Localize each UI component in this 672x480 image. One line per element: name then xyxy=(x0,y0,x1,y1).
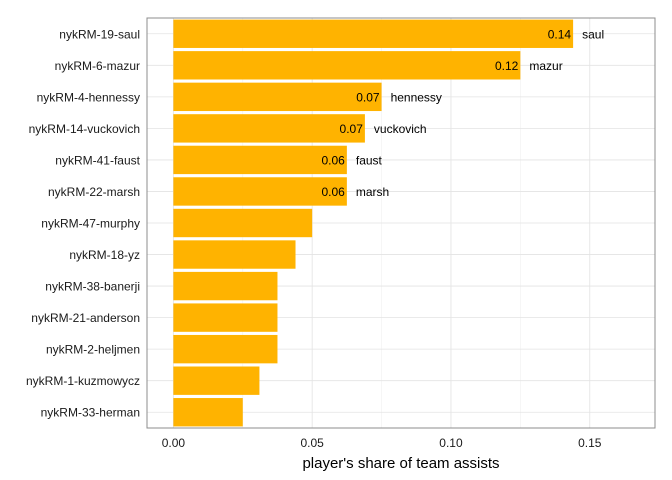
y-tick-label: nykRM-41-faust xyxy=(55,153,140,167)
y-tick-label: nykRM-18-yz xyxy=(69,248,140,262)
bar xyxy=(173,303,278,332)
x-tick-labels: 0.00 0.05 0.10 0.15 xyxy=(162,436,602,450)
x-tick-label: 0.15 xyxy=(578,436,602,450)
x-tick-label: 0.05 xyxy=(300,436,324,450)
bar xyxy=(173,240,296,269)
x-tick-label: 0.00 xyxy=(162,436,186,450)
bar-name-label: faust xyxy=(356,153,383,167)
bar xyxy=(173,114,365,143)
bar-name-label: mazur xyxy=(529,59,562,73)
bars xyxy=(173,19,574,427)
bar xyxy=(173,19,574,48)
y-tick-label: nykRM-21-anderson xyxy=(31,311,140,325)
bar xyxy=(173,177,347,206)
bar xyxy=(173,398,243,427)
y-tick-label: nykRM-2-heljmen xyxy=(46,343,140,357)
bar-name-label: vuckovich xyxy=(374,122,427,136)
plot-panel-border xyxy=(146,17,656,429)
y-tick-label: nykRM-6-mazur xyxy=(55,59,140,73)
bar xyxy=(173,145,347,175)
bar-value-label: 0.06 xyxy=(322,185,346,199)
bar-value-label: 0.14 xyxy=(548,27,572,41)
bar-name-label: hennessy xyxy=(391,90,442,104)
bar-value-label: 0.06 xyxy=(322,153,346,167)
bar-name-label: saul xyxy=(582,27,604,41)
y-tick-labels: nykRM-19-saul nykRM-6-mazur nykRM-4-hennes… xyxy=(26,27,141,419)
bar-value-label: 0.07 xyxy=(340,122,364,136)
y-tick-label: nykRM-33-herman xyxy=(41,406,140,420)
data-labels: 0.14 saul 0.12 mazur 0.07 hennessy 0.07 vuckovi… xyxy=(322,27,605,199)
bar xyxy=(173,208,313,238)
y-tick-label: nykRM-38-banerji xyxy=(45,280,140,294)
y-tick-label: nykRM-1-kuzmowycz xyxy=(26,374,140,388)
bar xyxy=(173,82,382,112)
bar-name-label: marsh xyxy=(356,185,389,199)
y-tick-label: nykRM-22-marsh xyxy=(48,185,140,199)
y-tick-label: nykRM-4-hennessy xyxy=(37,90,140,104)
x-tick-label: 0.10 xyxy=(439,436,463,450)
x-axis-title: player's share of team assists xyxy=(302,455,499,472)
bar xyxy=(173,51,521,80)
bar xyxy=(173,334,278,364)
bar-value-label: 0.12 xyxy=(495,59,519,73)
y-tick-label: nykRM-14-vuckovich xyxy=(29,122,140,136)
bar xyxy=(173,271,278,301)
y-tick-label: nykRM-47-murphy xyxy=(41,217,140,231)
bar-value-label: 0.07 xyxy=(356,90,380,104)
y-tick-label: nykRM-19-saul xyxy=(59,27,140,41)
bar xyxy=(173,366,260,395)
